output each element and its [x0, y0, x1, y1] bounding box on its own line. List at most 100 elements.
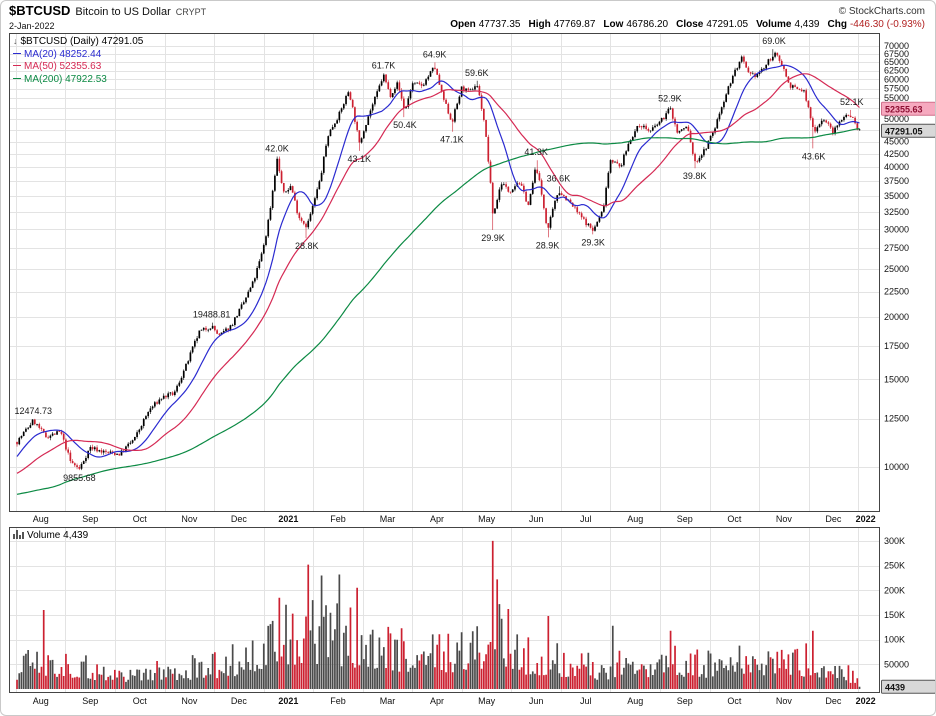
price-month-label: Oct	[133, 514, 148, 524]
volume-axis-box-label: 4439	[885, 682, 905, 692]
stockcharts-credit: © StockCharts.com	[838, 6, 925, 17]
ma200-legend: MA(200) 47922.53	[24, 73, 107, 85]
price-month-label: Aug	[627, 514, 643, 524]
volume-month-label: May	[478, 696, 496, 706]
volume-month-label: Sep	[82, 696, 98, 706]
volume-month-label: Jul	[580, 696, 592, 706]
price-tick-label: 67500	[884, 49, 909, 59]
quote-line: Open 47737.35 High 47769.87 Low 46786.20 Close…	[450, 19, 925, 30]
price-tick-label: 35000	[884, 191, 909, 201]
price-tick-label: 50000	[884, 114, 909, 124]
down-candle-bodies	[16, 52, 859, 469]
price-month-label: 2022	[856, 514, 876, 524]
ma50-axis-box	[881, 101, 935, 116]
price-tick-label: 32500	[884, 207, 909, 217]
chg-label: Chg	[827, 19, 847, 30]
price-month-label: Nov	[776, 514, 793, 524]
price-month-label: Feb	[330, 514, 346, 524]
price-tick-label: 30000	[884, 224, 909, 234]
price-month-label: May	[478, 514, 496, 524]
volume-tick-label: 250K	[884, 561, 905, 571]
volume-down-bars	[16, 540, 859, 689]
price-annotation: 39.8K	[683, 171, 707, 181]
price-tick-label: 22500	[884, 287, 909, 297]
price-month-label: Jun	[529, 514, 544, 524]
volume-bars-icon	[13, 530, 24, 539]
open-label: Open	[450, 19, 476, 30]
price-annotation: 43.6K	[802, 151, 826, 161]
volume-month-label: Apr	[430, 696, 444, 706]
price-tick-label: 60000	[884, 74, 909, 84]
price-tick-label: 25000	[884, 264, 909, 274]
exchange-label: CRYPT	[175, 7, 207, 17]
quote-row: 2-Jan-2022 Open 47737.35 High 47769.87 Low 46…	[9, 19, 927, 32]
price-month-label: Jul	[580, 514, 592, 524]
volume-tick-label: 300K	[884, 536, 905, 546]
ma50-line-sample	[13, 65, 21, 66]
volume-tick-label: 150K	[884, 610, 905, 620]
price-tick-label: 55000	[884, 93, 909, 103]
volume-month-label: Feb	[330, 696, 346, 706]
price-legend: ↓ $BTCUSD (Daily) 47291.05 MA(20) 48252.4…	[13, 35, 143, 86]
price-annotation: 12474.73	[15, 406, 53, 416]
price-tick-label: 42500	[884, 149, 909, 159]
volume-tick-label: 200K	[884, 585, 905, 595]
volume-month-label: Mar	[380, 696, 396, 706]
volume-legend: Volume 4,439	[13, 530, 88, 541]
chart-type-icon: ↓	[13, 36, 18, 46]
price-month-label: 2021	[278, 514, 298, 524]
ma200-line	[16, 128, 860, 495]
close-label: Close	[676, 19, 704, 30]
price-annotation: 52.1K	[840, 97, 864, 107]
volume-month-label: Oct	[727, 696, 742, 706]
ma50-axis-box-label: 52355.63	[885, 104, 923, 114]
price-panel-border	[9, 33, 880, 512]
price-tick-label: 20000	[884, 312, 909, 322]
price-month-label: Nov	[181, 514, 198, 524]
symbol-description: Bitcoin to US Dollar	[75, 6, 171, 18]
price-tick-label: 27500	[884, 243, 909, 253]
price-annotation: 42.0K	[265, 144, 289, 154]
volume-panel-border	[9, 527, 880, 693]
price-tick-label: 37500	[884, 176, 909, 186]
volume-month-label: 2022	[856, 696, 876, 706]
price-tick-label: 10000	[884, 462, 909, 472]
chg-value: -446.30 (-0.93%)	[849, 19, 925, 30]
price-tick-label: 17500	[884, 341, 909, 351]
price-annotation: 19488.81	[193, 310, 231, 320]
symbol: $BTCUSD	[9, 3, 71, 18]
volume-month-label: Aug	[627, 696, 643, 706]
price-annotation: 47.1K	[440, 135, 464, 145]
price-month-label: Dec	[825, 514, 842, 524]
price-annotation: 52.9K	[658, 94, 682, 104]
chart-header: $BTCUSD Bitcoin to US Dollar CRYPT © Stock…	[9, 3, 927, 19]
low-value: 46786.20	[626, 19, 669, 30]
ma20-line	[16, 64, 860, 458]
price-tick-label: 12500	[884, 414, 909, 424]
price-annotation: 61.7K	[372, 60, 396, 70]
price-gridlines	[10, 34, 879, 511]
price-legend-main: $BTCUSD (Daily) 47291.05	[20, 36, 144, 47]
price-month-label: Dec	[231, 514, 248, 524]
down-candle-wicks	[16, 52, 858, 471]
volume-month-label: Sep	[677, 696, 693, 706]
volume-month-label: Jun	[529, 696, 544, 706]
price-annotation: 59.6K	[465, 68, 489, 78]
low-label: Low	[603, 19, 624, 30]
price-annotation: 9855.68	[63, 473, 96, 483]
price-tick-label: 57500	[884, 84, 909, 94]
price-annotation: 36.6K	[547, 173, 571, 183]
ma50-legend: MA(50) 52355.63	[24, 61, 102, 72]
price-tick-label: 45000	[884, 137, 909, 147]
price-annotation: 29.3K	[581, 237, 605, 247]
ma20-legend: MA(20) 48252.44	[24, 48, 102, 60]
price-annotation: 41.3K	[524, 147, 548, 157]
price-month-label: Apr	[430, 514, 444, 524]
price-tick-label: 62500	[884, 66, 909, 76]
price-annotation: 43.1K	[348, 154, 372, 164]
open-value: 47737.35	[478, 19, 521, 30]
volume-tick-label: 100K	[884, 635, 905, 645]
price-month-label: Sep	[677, 514, 693, 524]
